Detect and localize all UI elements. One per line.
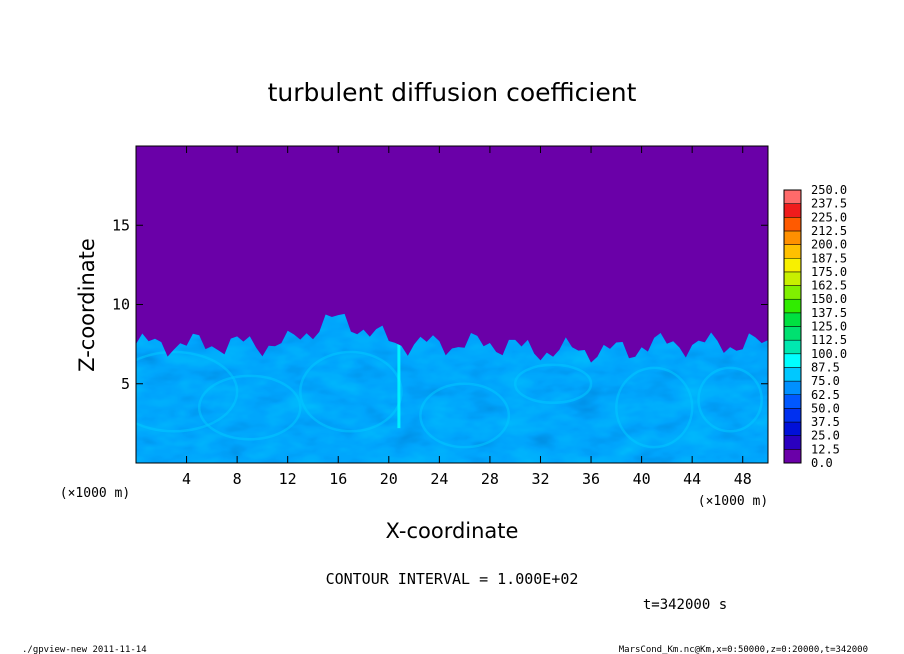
- x-tick-label-8: 36: [582, 470, 600, 488]
- colorbar-label-8: 100.0: [811, 347, 847, 361]
- x-tick-label-0: 4: [182, 470, 191, 488]
- colorbar-bin-17: [783, 217, 802, 232]
- colorbar-bin-13: [783, 271, 802, 286]
- colorbar-label-1: 12.5: [811, 442, 840, 456]
- x-tick-label-7: 32: [531, 470, 549, 488]
- colorbar-label-14: 175.0: [811, 265, 847, 279]
- x-tick-label-2: 12: [279, 470, 297, 488]
- time-label: t=342000 s: [643, 597, 727, 613]
- colorbar-bin-4: [783, 394, 802, 409]
- colorbar-label-13: 162.5: [811, 279, 847, 293]
- colorbar-label-12: 150.0: [811, 292, 847, 306]
- colorbar-bin-15: [783, 244, 802, 259]
- x-tick-label-1: 8: [233, 470, 242, 488]
- colorbar-bin-6: [783, 367, 802, 382]
- colorbar: 0.012.525.037.550.062.575.087.5100.0112.…: [783, 183, 847, 470]
- colorbar-label-7: 87.5: [811, 360, 840, 374]
- y-axis-label: Z-coordinate: [75, 238, 99, 372]
- swirl-6: [697, 366, 763, 433]
- swirl-3: [419, 382, 511, 449]
- colorbar-bin-16: [783, 230, 802, 245]
- colorbar-label-19: 237.5: [811, 197, 847, 211]
- colorbar-label-2: 25.0: [811, 429, 840, 443]
- colorbar-label-3: 37.5: [811, 415, 840, 429]
- colorbar-bin-5: [783, 380, 802, 396]
- colorbar-bin-12: [783, 285, 802, 300]
- colorbar-frame: [783, 189, 802, 464]
- colorbar-bin-7: [783, 353, 802, 368]
- colorbar-bin-9: [783, 326, 802, 341]
- colorbar-label-18: 225.0: [811, 210, 847, 224]
- colorbar-bin-10: [783, 312, 802, 327]
- y-tick-label-1: 10: [112, 296, 130, 314]
- colorbar-bin-1: [783, 435, 802, 450]
- footer-left: ./gpview-new 2011-11-14: [22, 645, 147, 654]
- y-tick-label-0: 5: [121, 375, 130, 393]
- x-tick-label-9: 40: [633, 470, 651, 488]
- y-tick-label-2: 15: [112, 216, 130, 234]
- colorbar-bin-8: [783, 339, 802, 355]
- swirl-2: [299, 350, 403, 433]
- colorbar-label-0: 0.0: [811, 456, 833, 470]
- contour-interval-label: CONTOUR INTERVAL = 1.000E+02: [326, 570, 579, 588]
- colorbar-label-11: 137.5: [811, 306, 847, 320]
- x-tick-label-4: 20: [380, 470, 398, 488]
- footer-right: MarsCond_Km.nc@Km,x=0:50000,z=0:20000,t=…: [619, 645, 868, 654]
- x-unit-left: (×1000 m): [60, 486, 130, 501]
- colorbar-bin-11: [783, 298, 802, 314]
- colorbar-bin-19: [783, 189, 802, 204]
- colorbar-label-10: 125.0: [811, 320, 847, 334]
- colorbar-bin-18: [783, 203, 802, 218]
- x-tick-label-5: 24: [430, 470, 448, 488]
- colorbar-bin-2: [783, 421, 802, 436]
- colorbar-label-9: 112.5: [811, 333, 847, 347]
- colorbar-bin-14: [783, 258, 802, 273]
- colorbar-label-4: 50.0: [811, 401, 840, 415]
- chart-title: turbulent diffusion coefficient: [268, 78, 637, 107]
- x-tick-label-11: 48: [734, 470, 752, 488]
- x-tick-label-10: 44: [683, 470, 701, 488]
- colorbar-label-17: 212.5: [811, 224, 847, 238]
- colorbar-label-16: 200.0: [811, 238, 847, 252]
- x-axis: 4 8 12 16 20 24 28 32 36 40 44 48: [182, 146, 752, 488]
- colorbar-label-15: 187.5: [811, 251, 847, 265]
- colorbar-bin-3: [783, 408, 802, 423]
- x-axis-label: X-coordinate: [386, 519, 519, 543]
- swirl-5: [615, 366, 694, 449]
- colorbar-label-5: 62.5: [811, 388, 840, 402]
- colorbar-label-6: 75.0: [811, 374, 840, 388]
- swirl-0: [136, 350, 239, 433]
- swirl-1: [197, 374, 302, 441]
- x-tick-label-6: 28: [481, 470, 499, 488]
- swirl-4: [513, 363, 593, 405]
- x-unit-right: (×1000 m): [698, 494, 768, 509]
- x-tick-label-3: 16: [329, 470, 347, 488]
- y-axis: 5 10 15: [112, 216, 768, 393]
- colorbar-bin-0: [783, 449, 802, 464]
- colorbar-label-20: 250.0: [811, 183, 847, 197]
